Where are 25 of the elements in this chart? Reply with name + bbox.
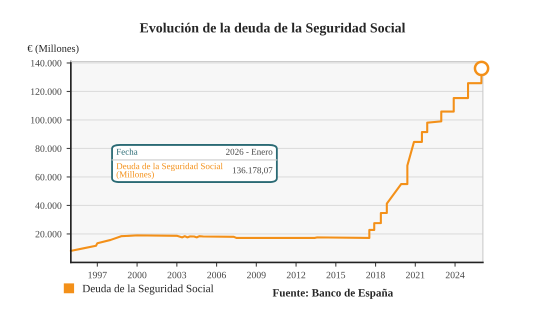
y-tick-label: 20.000 bbox=[36, 230, 62, 238]
y-tick-label: 80.000 bbox=[35, 145, 62, 152]
legend-label: Deuda de la Seguridad Social bbox=[82, 284, 214, 295]
source-note: Fuente: Banco de España bbox=[272, 288, 394, 299]
y-tick-label: 140.000 bbox=[31, 60, 62, 66]
annotation: 136.178,07 bbox=[232, 167, 272, 175]
y-tick-label: 100.000 bbox=[31, 116, 62, 124]
x-tick-label: 2012 bbox=[286, 272, 306, 278]
y-tick-label: 60.000 bbox=[36, 174, 62, 180]
y-tick-label: 120.000 bbox=[31, 88, 62, 95]
x-tick-label: 2018 bbox=[366, 272, 385, 278]
x-tick-label: 1997 bbox=[88, 272, 107, 278]
x-tick-label: 2000 bbox=[128, 272, 146, 278]
x-tick-label: 2009 bbox=[247, 272, 266, 278]
annotation: Fecha bbox=[116, 148, 138, 155]
x-tick-label: 2024 bbox=[446, 272, 465, 278]
annotation: Deuda de la Seguridad Social (Millones) bbox=[116, 162, 223, 180]
chart-title: Evolución de la deuda de la Seguridad Social bbox=[140, 22, 406, 36]
annotation: 2026 - Enero bbox=[226, 148, 272, 155]
y-axis-title: € (Millones) bbox=[27, 44, 79, 54]
x-tick-label: 2021 bbox=[406, 272, 424, 278]
x-tick-label: 2015 bbox=[326, 272, 346, 278]
y-tick-label: 40.000 bbox=[35, 202, 62, 209]
x-tick-label: 2003 bbox=[168, 272, 186, 278]
x-tick-label: 2006 bbox=[207, 272, 226, 278]
